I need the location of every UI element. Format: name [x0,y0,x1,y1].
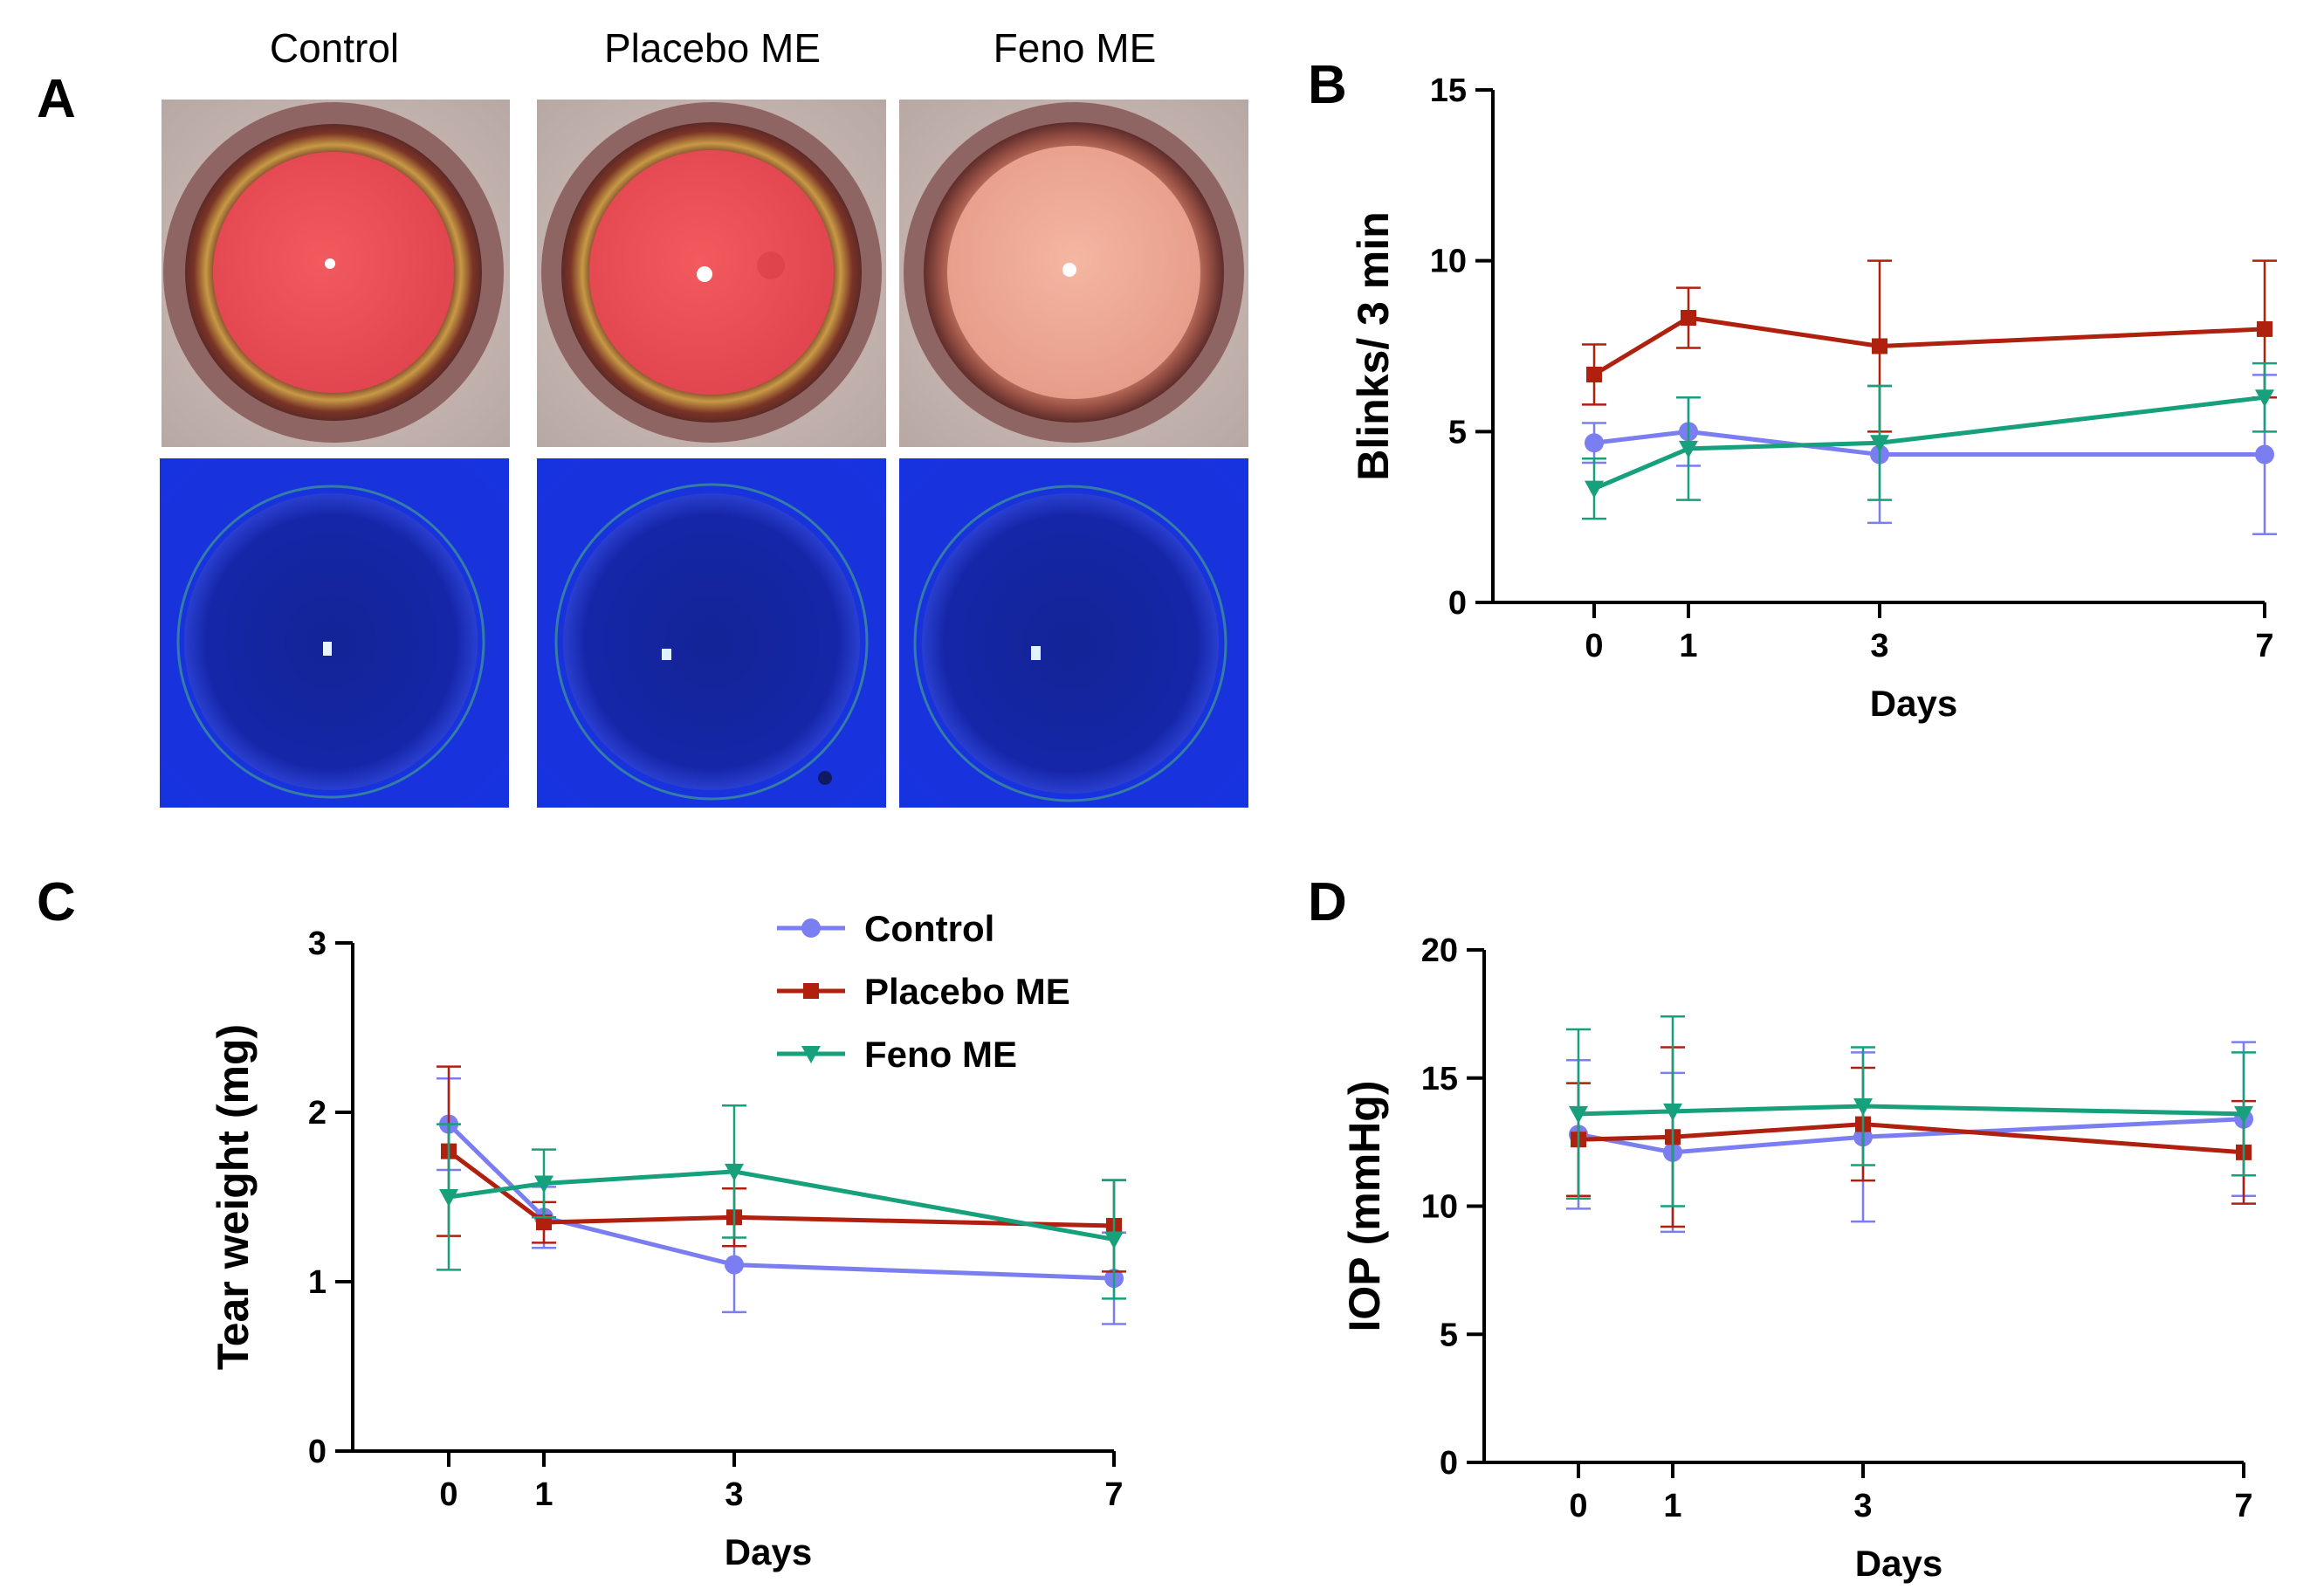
y-tick-label: 0 [308,1434,327,1470]
legend-swatch-marker [801,1046,821,1063]
x-axis-title: Days [1870,683,1957,724]
series-line [1578,1122,2245,1155]
data-point [1870,435,1889,453]
x-tick-label: 3 [725,1476,743,1513]
panel-label-b: B [1308,55,1347,115]
eye-photo-control-fluorescein [160,458,509,808]
y-tick-label: 10 [1421,1189,1458,1226]
series-feno-me [1566,1015,2256,1207]
legend: Control Placebo ME Feno ME [777,908,1070,1075]
y-axis-title: IOP (mmHg) [1340,1081,1389,1332]
y-tick-label: 5 [1440,1317,1458,1353]
data-point [2255,444,2274,464]
y-tick-label: 15 [1421,1061,1458,1097]
series-placebo-me [1582,259,2277,433]
data-point [1872,338,1887,354]
data-point [1853,1098,1873,1117]
y-tick-label: 3 [308,925,327,962]
data-point [534,1175,553,1194]
series-placebo-me [437,1065,1126,1273]
panel-label-c: C [37,872,76,932]
series-line [1593,429,2265,457]
data-point [725,1163,744,1181]
chart-c: 0 1 2 3 0 1 3 7 Days Tear weight (mg) Control Place… [209,908,1126,1572]
eye-photo-feno-white-light [899,100,1248,447]
data-point [1681,310,1696,327]
y-tick-label: 15 [1430,72,1467,109]
eye-photo-placebo-white-light [537,100,886,447]
data-point [2234,1105,2253,1124]
x-tick-label: 0 [439,1476,457,1513]
data-point [1679,440,1698,458]
y-tick-label: 0 [1448,585,1467,622]
data-point [1585,433,1604,453]
series-control [437,1077,1126,1325]
data-point [1585,480,1604,499]
x-axis-title: Days [725,1531,812,1572]
photo-column-title-placebo: Placebo ME [603,25,821,71]
x-tick-label: 0 [1569,1488,1587,1524]
y-tick-label: 10 [1430,244,1467,280]
panel-label-a: A [37,69,76,129]
data-point [1104,1231,1124,1249]
data-point [2257,320,2272,337]
x-axis-title: Days [1855,1543,1942,1584]
series-feno-me [1582,361,2277,520]
legend-label: Placebo ME [864,971,1070,1012]
y-tick-label: 5 [1448,414,1467,451]
y-axis-title: Blinks/ 3 min [1349,211,1398,480]
series-line [447,1149,1115,1228]
series-line [448,1169,1115,1242]
eye-photo-placebo-fluorescein [537,458,886,808]
data-point [536,1214,552,1231]
data-point [1586,366,1602,382]
series-line [1578,1117,2245,1155]
x-tick-label: 0 [1585,628,1603,664]
y-tick-label: 20 [1421,932,1458,969]
x-tick-label: 3 [1870,628,1888,664]
data-point [439,1189,458,1207]
series-line [1592,315,2266,377]
series-feno-me [437,1104,1126,1300]
data-point [2255,389,2274,408]
x-tick-label: 3 [1853,1488,1872,1524]
series-placebo-me [1566,1046,2256,1228]
x-tick-label: 1 [1679,628,1697,664]
x-tick-label: 7 [1104,1476,1123,1513]
photo-column-title-control: Control [269,25,400,71]
legend-swatch-marker [803,983,819,999]
series-line [447,1122,1115,1281]
legend-swatch-marker [801,918,821,938]
data-point [1663,1103,1682,1121]
x-tick-label: 1 [1663,1488,1681,1524]
panel-label-d: D [1308,872,1347,932]
y-tick-label: 2 [308,1095,327,1132]
series-line [1593,395,2266,491]
chart-d: 0 5 10 15 20 0 1 3 7 Days IOP (mmHg) [1340,932,2256,1584]
data-point [725,1255,744,1275]
x-tick-label: 7 [2234,1488,2252,1524]
x-tick-label: 1 [534,1476,553,1513]
data-point [1569,1105,1588,1124]
series-line [1578,1104,2245,1117]
photo-column-title-feno: Feno ME [993,25,1157,71]
legend-label: Control [864,908,994,949]
legend-label: Feno ME [864,1034,1017,1075]
y-axis-title: Tear weight (mg) [209,1024,258,1370]
series-control [1582,374,2277,535]
y-tick-label: 0 [1440,1445,1458,1482]
chart-b: 0 5 10 15 0 1 3 7 Days Blinks/ 3 min [1349,72,2277,724]
x-tick-label: 7 [2255,628,2273,664]
eye-photo-control-white-light [162,100,510,447]
eye-photo-feno-fluorescein [899,458,1248,808]
y-tick-label: 1 [308,1264,327,1301]
